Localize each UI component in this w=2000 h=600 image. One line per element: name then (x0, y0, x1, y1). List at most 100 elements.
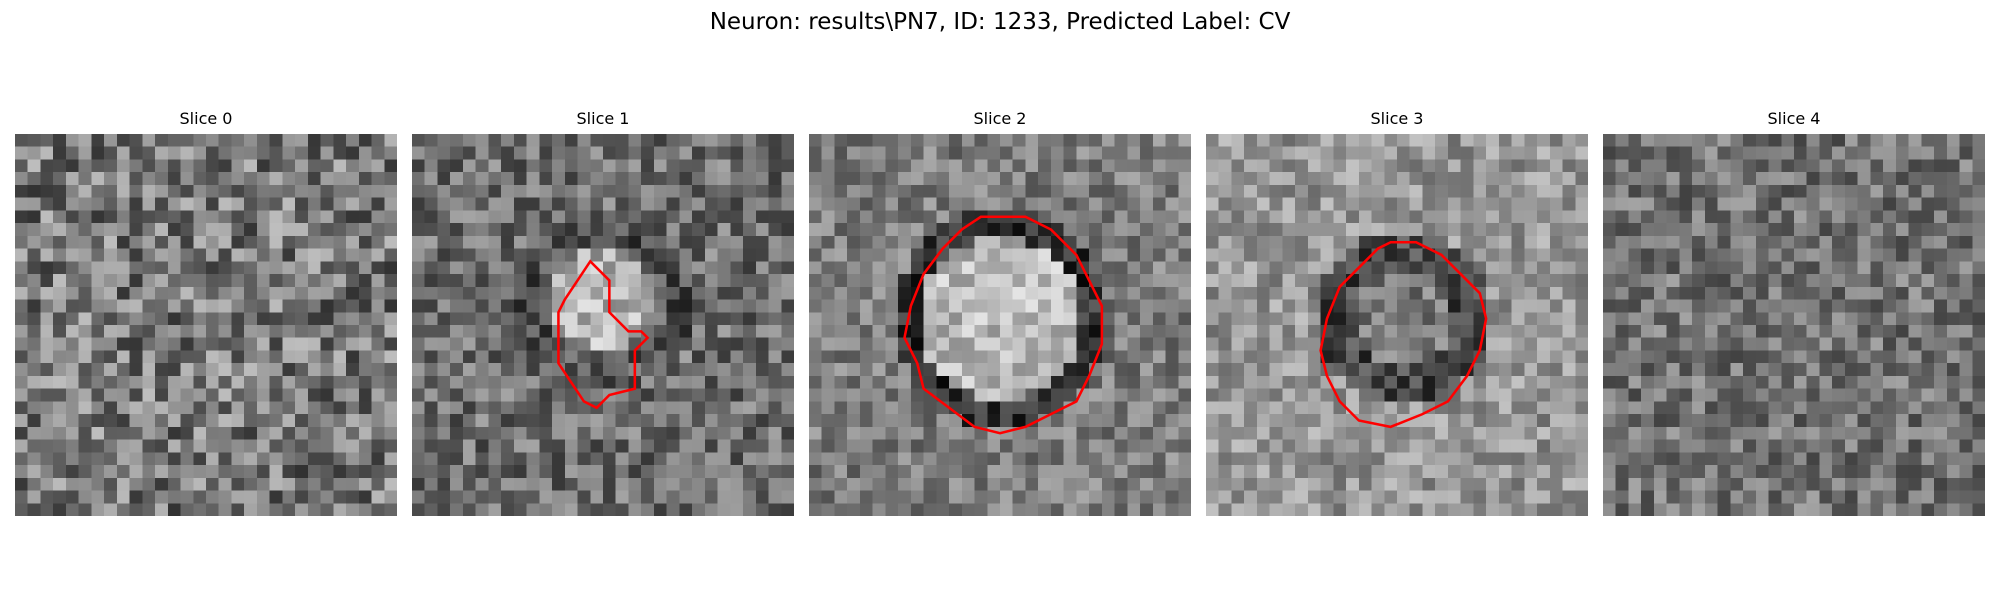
pixel (961, 134, 975, 147)
pixel (1269, 452, 1283, 466)
pixel (1666, 363, 1680, 377)
pixel (1371, 223, 1385, 237)
pixel (1679, 363, 1693, 377)
pixel (936, 312, 950, 326)
pixel (552, 248, 566, 262)
pixel (1934, 286, 1948, 300)
pixel (603, 337, 616, 351)
pixel (1692, 401, 1706, 415)
slice-title-0: Slice 0 (179, 109, 233, 128)
pixel (1781, 274, 1795, 288)
pixel (872, 184, 886, 198)
pixel (768, 350, 782, 364)
pixel (1603, 210, 1616, 224)
pixel (412, 223, 425, 237)
pixel (1346, 197, 1360, 211)
pixel (1244, 375, 1258, 389)
pixel (1384, 465, 1398, 479)
pixel (65, 426, 79, 440)
pixel (1549, 261, 1563, 275)
pixel (1972, 286, 1985, 300)
pixel (717, 274, 731, 288)
pixel (768, 248, 782, 262)
pixel (539, 337, 553, 351)
pixel (1012, 134, 1026, 147)
pixel (1460, 490, 1474, 504)
pixel (974, 439, 988, 453)
pixel (1934, 337, 1948, 351)
pixel (65, 439, 79, 453)
pixel (539, 299, 553, 313)
pixel (142, 363, 156, 377)
pixel (526, 248, 540, 262)
pixel (167, 325, 181, 338)
pixel (180, 452, 194, 466)
pixel (1409, 503, 1423, 516)
pixel (129, 146, 143, 160)
pixel (1295, 350, 1309, 364)
pixel (1524, 325, 1538, 338)
pixel (346, 210, 360, 224)
pixel (1076, 490, 1090, 504)
pixel (371, 197, 385, 211)
pixel (193, 286, 207, 300)
pixel (666, 299, 680, 313)
pixel (847, 184, 861, 198)
pixel (1152, 312, 1166, 326)
pixel (1603, 414, 1616, 428)
pixel (1460, 388, 1474, 402)
pixel (1794, 210, 1807, 224)
pixel (552, 235, 566, 249)
pixel (1679, 274, 1693, 288)
pixel (730, 299, 744, 313)
pixel (1692, 210, 1706, 224)
pixel (1346, 248, 1360, 262)
pixel (104, 490, 118, 504)
pixel (1358, 299, 1372, 313)
pixel (768, 465, 782, 479)
pixel (1231, 223, 1245, 237)
pixel (628, 503, 642, 516)
pixel (1498, 465, 1512, 479)
pixel (53, 388, 67, 402)
pixel (424, 274, 438, 288)
pixel (1755, 223, 1769, 237)
pixel (1755, 134, 1769, 147)
pixel (1679, 261, 1693, 275)
pixel (821, 223, 835, 237)
pixel (1717, 401, 1731, 415)
pixel (743, 286, 757, 300)
pixel (1244, 248, 1258, 262)
pixel (437, 235, 451, 249)
pixel (1666, 223, 1680, 237)
pixel (1615, 477, 1629, 491)
pixel (949, 312, 963, 326)
pixel (704, 172, 718, 186)
pixel (526, 388, 540, 402)
pixel (129, 452, 143, 466)
pixel (1409, 452, 1423, 466)
pixel (1537, 184, 1551, 198)
pixel (1447, 375, 1461, 389)
pixel (167, 248, 181, 262)
pixel (666, 490, 680, 504)
pixel (1050, 388, 1064, 402)
pixel (615, 312, 629, 326)
pixel (603, 312, 616, 326)
pixel (923, 350, 937, 364)
pixel (539, 197, 553, 211)
pixel (488, 465, 502, 479)
pixel (1628, 223, 1642, 237)
pixel (231, 146, 245, 160)
pixel (1063, 452, 1077, 466)
pixel (1206, 197, 1219, 211)
pixel (1486, 172, 1500, 186)
pixel (1460, 223, 1474, 237)
pixel (513, 248, 527, 262)
pixel (1333, 159, 1347, 173)
pixel (1384, 286, 1398, 300)
pixel (1320, 235, 1334, 249)
pixel (412, 325, 425, 338)
pixel (1908, 312, 1922, 326)
pixel (1025, 235, 1039, 249)
